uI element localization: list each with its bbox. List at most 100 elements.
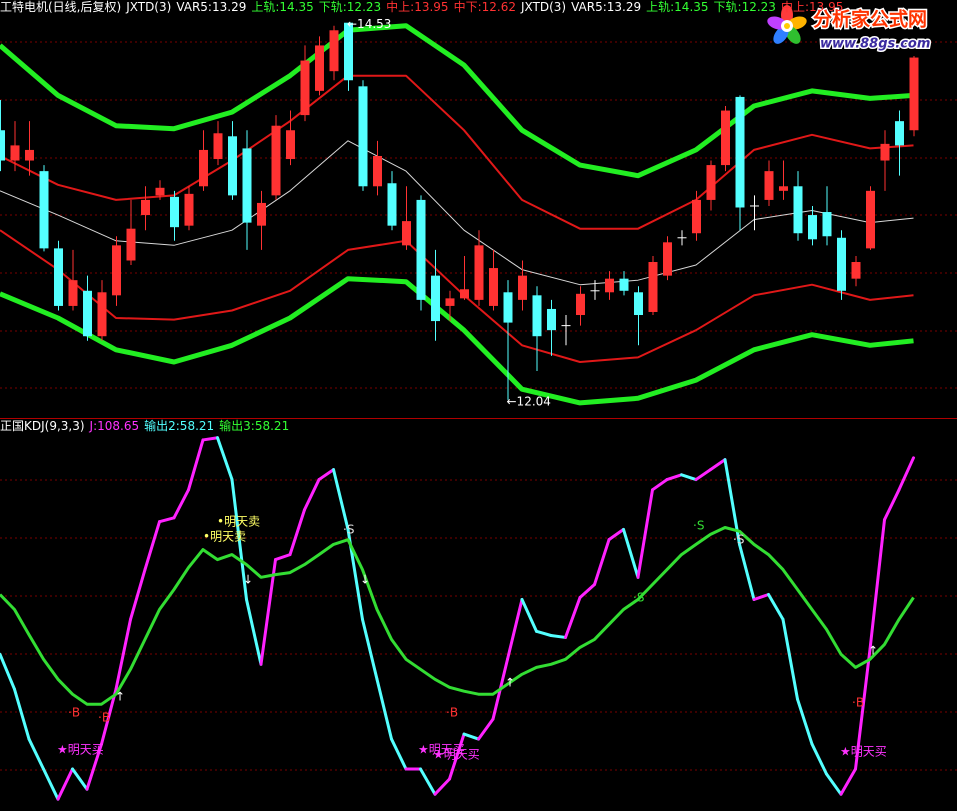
series-segment — [854, 647, 872, 771]
candle-body — [257, 202, 266, 226]
series-segment — [810, 742, 828, 776]
candle-body — [706, 165, 716, 200]
series-segment — [375, 677, 393, 741]
candle-body — [112, 245, 121, 296]
series-segment — [216, 436, 234, 482]
candle-body — [416, 199, 426, 300]
series-segment — [433, 777, 451, 796]
signal-label: ↑ — [868, 644, 878, 658]
candle-body — [25, 149, 34, 161]
series-line — [0, 526, 915, 706]
series-segment — [245, 597, 263, 666]
series-segment — [839, 767, 857, 796]
candle-body — [648, 262, 658, 312]
series-segment — [622, 527, 640, 579]
candle-body — [779, 186, 788, 191]
candle-body — [576, 293, 585, 316]
candle-body — [329, 30, 339, 72]
series-segment — [129, 568, 147, 621]
header-text: 上轨:14.35 — [646, 0, 709, 14]
candle-body — [605, 278, 614, 293]
signal-label: ·B — [446, 706, 458, 720]
candle-body — [837, 237, 846, 291]
candle-body — [68, 280, 78, 306]
header-text: J:108.65 — [89, 419, 140, 433]
candle-body — [547, 308, 556, 331]
series-segment — [781, 617, 799, 701]
candle-body — [518, 275, 527, 300]
candle-body — [213, 133, 223, 160]
series-segment — [85, 742, 103, 791]
kdj-header: 正国KDJ(9,3,3) J:108.65 输出2:58.21 输出3:58.21 — [0, 419, 289, 433]
header-text: 下轨:12.23 — [713, 0, 776, 14]
series-segment — [158, 516, 176, 524]
header-text: 中上:13.95 — [386, 0, 449, 14]
series-segment — [883, 488, 901, 522]
watermark-title: 分析家公式网 — [813, 8, 927, 31]
candle-body — [460, 289, 469, 299]
series-segment — [868, 518, 886, 651]
candle-body — [402, 221, 411, 246]
signal-label: ·S — [633, 591, 644, 605]
series-segment — [288, 508, 306, 557]
series-segment — [230, 478, 248, 601]
candle-body — [489, 268, 498, 306]
series-segment — [27, 737, 45, 771]
series-segment — [767, 593, 785, 621]
signal-label: ·S — [693, 519, 704, 533]
candle-body — [692, 199, 701, 234]
header-text: JXTD(3) — [520, 0, 567, 14]
candle-body — [387, 183, 397, 226]
candle-body — [793, 186, 803, 234]
signal-label: ★明天买 — [418, 743, 465, 757]
series-segment — [419, 767, 437, 796]
series-segment — [520, 597, 538, 633]
series-segment — [332, 468, 350, 531]
candle-body — [97, 292, 107, 337]
candle-body — [634, 292, 643, 316]
signal-label: ★明天买 — [840, 745, 887, 759]
candle-body — [83, 290, 92, 337]
price-header: 工特电机(日线,后复权) JXTD(3) VAR5:13.29 上轨:14.35 下轨:… — [0, 0, 843, 14]
watermark: 分析家公式网 www.88gs.com — [767, 5, 932, 53]
candle-body — [300, 60, 310, 116]
series-segment — [172, 488, 190, 520]
header-text: 下轨:12.23 — [318, 0, 382, 14]
header-text: 正国KDJ(9,3,3) — [0, 419, 85, 433]
series-line — [0, 140, 914, 286]
series-segment — [259, 558, 277, 666]
series-segment — [303, 478, 321, 512]
series-segment — [448, 732, 466, 781]
series-segment — [636, 488, 654, 579]
signal-label: •明天卖 — [203, 530, 246, 544]
series-segment — [462, 732, 480, 741]
series-segment — [506, 597, 524, 661]
series-segment — [752, 593, 770, 601]
series-segment — [651, 478, 669, 492]
header-text: VAR5:13.29 — [571, 0, 642, 14]
series-segment — [549, 633, 567, 639]
header-text: VAR5:13.29 — [176, 0, 247, 14]
signal-label: ★明天买 — [433, 748, 480, 762]
series-segment — [477, 717, 495, 741]
logo-flower — [767, 5, 807, 44]
watermark-url: www.88gs.com — [820, 37, 930, 52]
series-segment — [201, 436, 219, 442]
candle-body — [735, 96, 745, 208]
series-segment — [796, 697, 814, 746]
candle-body — [880, 143, 890, 161]
signal-label: ↑ — [505, 676, 515, 690]
signal-label: ★明天买 — [57, 743, 104, 757]
candle-body — [358, 86, 368, 187]
candle-body — [141, 199, 150, 216]
series-segment — [578, 583, 596, 600]
signal-label: ↓ — [360, 573, 370, 587]
series-segment — [42, 767, 60, 801]
candle-body — [474, 245, 484, 300]
candle-body — [721, 110, 730, 166]
header-text: 中下:12.62 — [453, 0, 516, 14]
candle-body — [0, 130, 5, 161]
candle-body — [184, 193, 194, 226]
series-segment — [100, 687, 118, 746]
